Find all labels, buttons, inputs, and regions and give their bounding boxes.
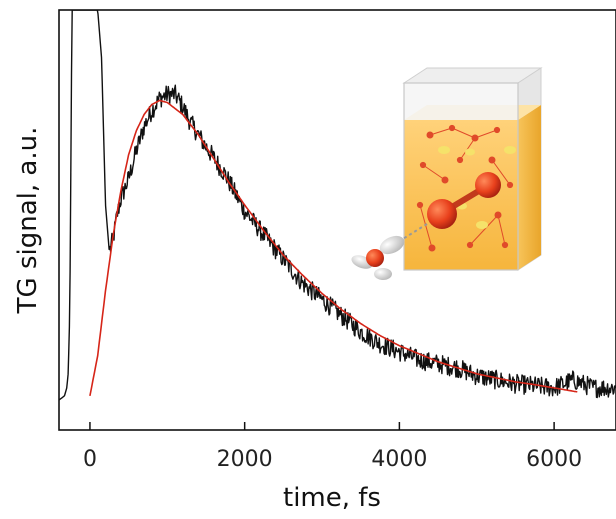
measured-signal-line bbox=[59, 10, 616, 401]
x-tick-label: 6000 bbox=[526, 447, 582, 472]
x-tick-label: 0 bbox=[83, 447, 97, 472]
x-tick-label: 4000 bbox=[371, 447, 427, 472]
series-group bbox=[59, 10, 616, 401]
y-axis-title: TG signal, a.u. bbox=[13, 127, 43, 315]
cuvette-illustration bbox=[351, 67, 543, 280]
x-tick-label: 2000 bbox=[217, 447, 273, 472]
plot-frame bbox=[58, 9, 616, 431]
x-axis-title: time, fs bbox=[283, 483, 381, 513]
fit-curve-line bbox=[89, 99, 578, 397]
x-axis-ticks: 0 2000 4000 6000 bbox=[83, 422, 582, 472]
